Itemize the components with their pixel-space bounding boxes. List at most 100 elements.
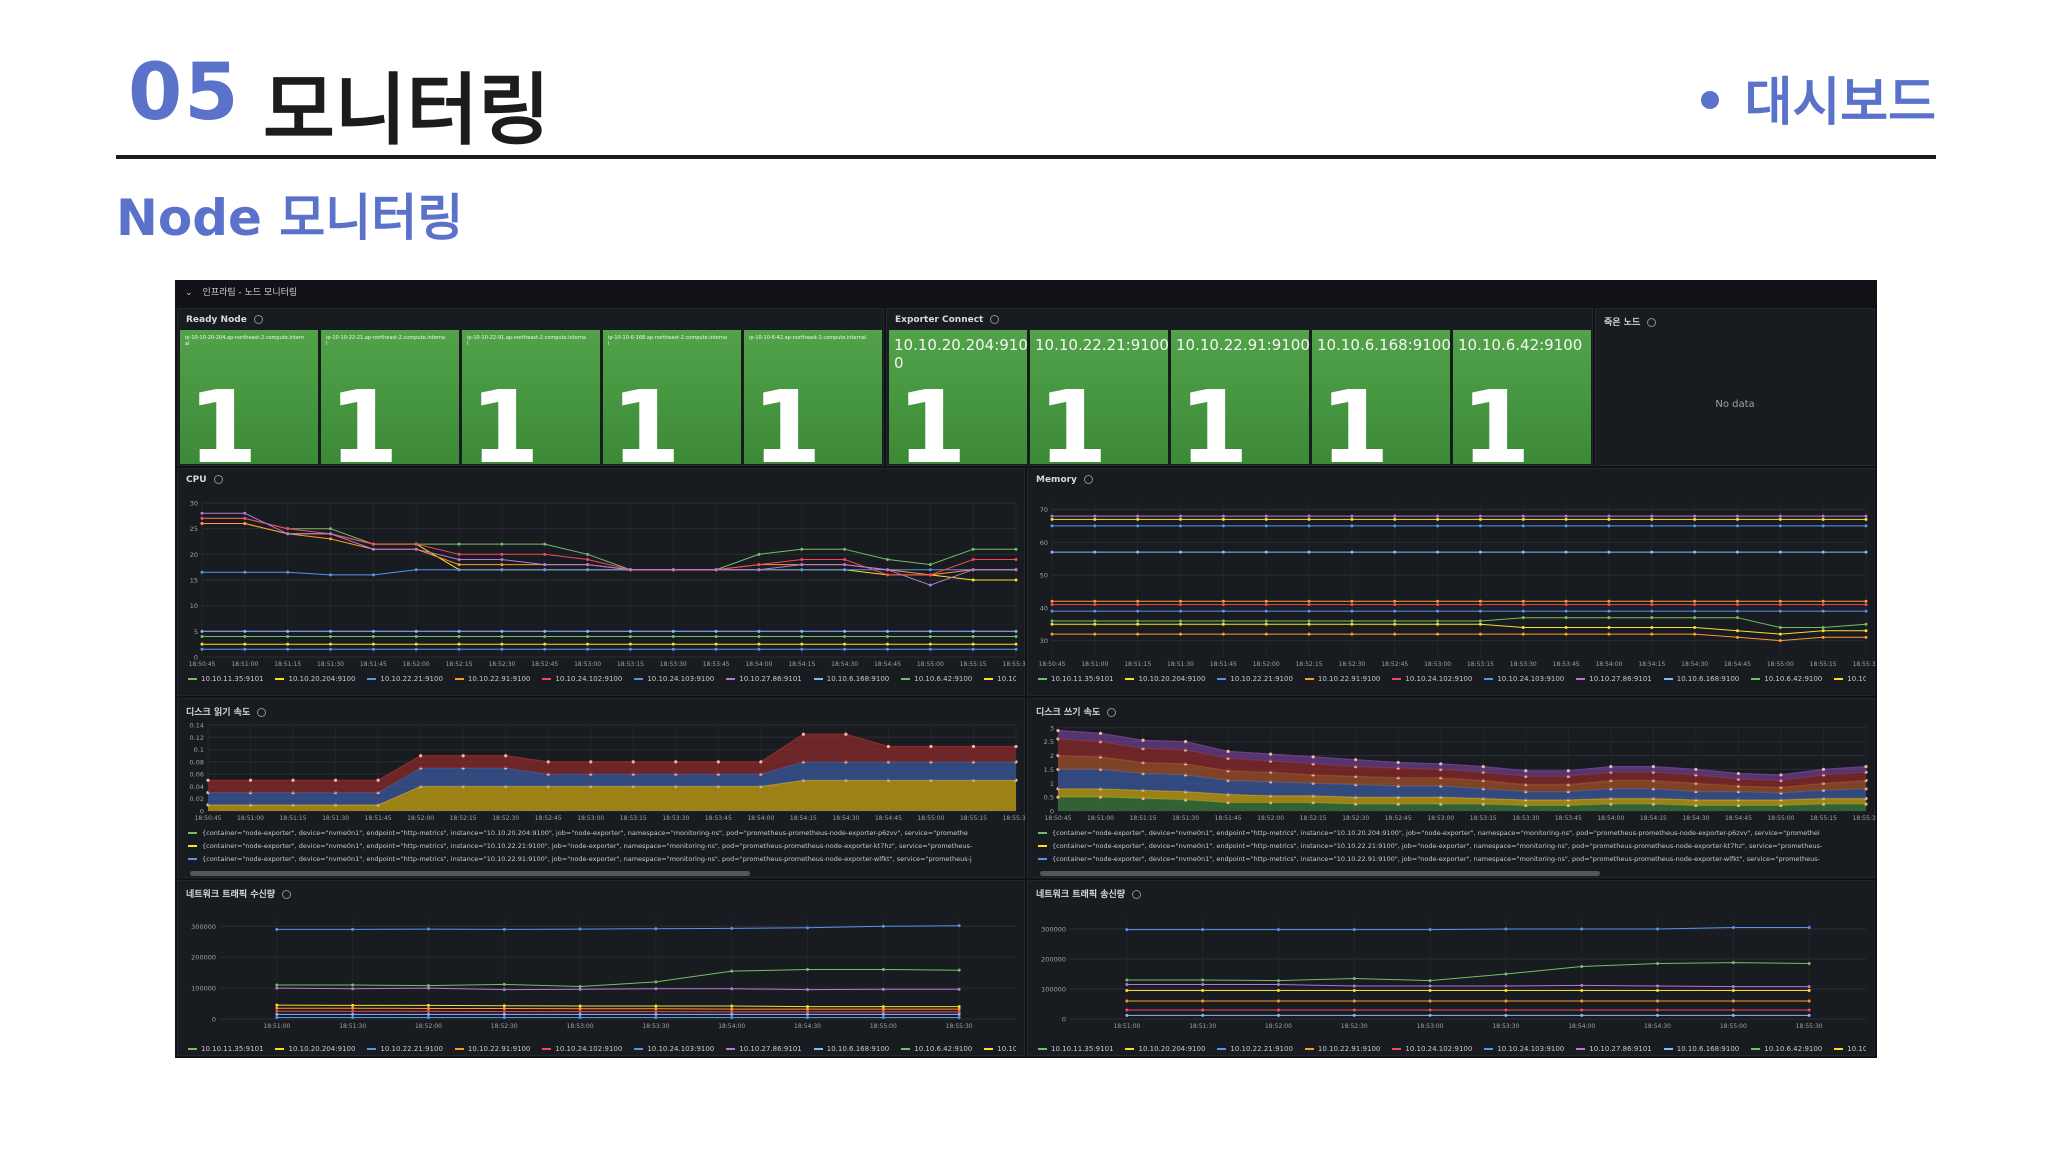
data-point (1607, 599, 1611, 603)
legend-item[interactable]: {container="node-exporter", device="nvme… (1038, 840, 1860, 853)
legend-item[interactable]: 10.10.11.35:9101 (1038, 1045, 1113, 1053)
legend-item[interactable]: 10.10.6.168:9100 (813, 675, 889, 683)
chart-legend[interactable]: 10.10.11.35:9101 10.10.20.204:9100 10.10.2… (1038, 675, 1866, 683)
legend-item[interactable]: 10.10.24.102:9100 (1392, 675, 1472, 683)
chart-legend[interactable]: 10.10.11.35:9101 10.10.20.204:9100 10.10.2… (188, 1045, 1016, 1053)
legend-item[interactable]: 10.10.6.42:9100 (1751, 1045, 1822, 1053)
data-point (1478, 622, 1482, 626)
legend-item[interactable]: {container="node-exporter", device="nvme… (188, 853, 1010, 866)
data-point (586, 557, 590, 561)
ready-node-tile[interactable]: ip-10-10-20-204.ap-northeast-2.compute.i… (180, 330, 318, 464)
legend-scrollbar[interactable] (1040, 871, 1600, 876)
exporter-tile[interactable]: 10.10.22.21:9100 1 (1030, 330, 1168, 464)
legend-item[interactable]: 10.10.8.101:9100 (1834, 675, 1866, 683)
legend-item[interactable]: 10.10.24.103:9100 (1484, 675, 1564, 683)
legend-item[interactable]: 10.10.6.42:9100 (1751, 675, 1822, 683)
legend-item[interactable]: 10.10.8.101:9100 (984, 1045, 1016, 1053)
data-point (578, 927, 582, 931)
net-tx-chart[interactable]: 0 100000 200000 300000 18:51:00 18:51:30 18:52… (1028, 881, 1876, 1057)
data-point (806, 926, 810, 930)
info-icon[interactable] (1132, 890, 1142, 899)
dashboard-row-header[interactable]: ⌄ 인프라팀 - 노드 모니터링 (175, 280, 1877, 306)
legend-scrollbar[interactable] (190, 871, 750, 876)
legend-item[interactable]: 10.10.11.35:9101 (188, 675, 263, 683)
legend-item[interactable]: 10.10.6.42:9100 (901, 675, 972, 683)
exporter-tile[interactable]: 10.10.22.91:9100 1 (1171, 330, 1309, 464)
chevron-down-icon[interactable]: ⌄ (185, 288, 193, 298)
data-point (1731, 989, 1735, 992)
legend-item[interactable]: 10.10.22.91:9100 (1304, 675, 1380, 683)
legend-item[interactable]: 10.10.24.103:9100 (634, 675, 714, 683)
chart-legend[interactable]: {container="node-exporter", device="nvme… (1038, 827, 1860, 866)
data-point (1607, 626, 1611, 630)
legend-item[interactable]: 10.10.20.204:9100 (1125, 675, 1205, 683)
legend-item[interactable]: 10.10.8.101:9100 (1834, 1045, 1866, 1053)
legend-item[interactable]: 10.10.20.204:9100 (1125, 1045, 1205, 1053)
data-point (1864, 514, 1868, 518)
legend-item[interactable]: 10.10.27.86:9101 (1576, 1045, 1652, 1053)
legend-item[interactable]: 10.10.27.86:9101 (726, 675, 802, 683)
ready-node-tile[interactable]: ip-10-10-6-42.ap-northeast-2.compute.int… (744, 330, 882, 464)
legend-item[interactable]: 10.10.6.168:9100 (1663, 1045, 1739, 1053)
info-icon[interactable] (213, 475, 223, 484)
info-icon[interactable] (990, 315, 1000, 324)
legend-item[interactable]: 10.10.22.91:9100 (454, 1045, 530, 1053)
data-point (928, 642, 932, 646)
info-icon[interactable] (253, 315, 263, 324)
ready-node-tile[interactable]: ip-10-10-22-21.ap-northeast-2.compute.in… (321, 330, 459, 464)
info-icon[interactable] (1083, 475, 1093, 484)
data-point (1864, 550, 1868, 554)
legend-item[interactable]: 10.10.11.35:9101 (1038, 675, 1113, 683)
x-tick-label: 18:51:45 (1215, 815, 1242, 822)
legend-item[interactable]: 10.10.22.91:9100 (454, 675, 530, 683)
cpu-chart[interactable]: 0 5 10 15 20 25 30 18:50:45 18:51:00 18:51:15 18:5… (178, 469, 1026, 697)
legend-item[interactable]: 10.10.22.21:9100 (367, 675, 443, 683)
info-icon[interactable] (1647, 318, 1657, 327)
legend-item[interactable]: 10.10.8.101:9100 (984, 675, 1016, 683)
disk-read-chart[interactable]: 0 0.02 0.04 0.06 0.08 0.1 0.12 0.14 18:50:45 18:5… (178, 699, 1026, 879)
legend-item[interactable]: 10.10.27.86:9101 (726, 1045, 802, 1053)
legend-item[interactable]: 10.10.24.103:9100 (634, 1045, 714, 1053)
data-point (1136, 619, 1140, 623)
legend-item[interactable]: 10.10.24.102:9100 (1392, 1045, 1472, 1053)
data-point (371, 542, 375, 546)
chart-legend[interactable]: {container="node-exporter", device="nvme… (188, 827, 1010, 866)
chart-legend[interactable]: 10.10.11.35:9101 10.10.20.204:9100 10.10.2… (188, 675, 1016, 683)
legend-label: 10.10.11.35:9101 (201, 1045, 264, 1053)
legend-item[interactable]: 10.10.20.204:9100 (275, 675, 355, 683)
exporter-tile[interactable]: 10.10.6.42:9100 1 (1453, 330, 1591, 464)
info-icon[interactable] (282, 890, 292, 899)
legend-item[interactable]: {container="node-exporter", device="nvme… (1038, 853, 1860, 866)
legend-item[interactable]: 10.10.22.91:9100 (1304, 1045, 1380, 1053)
legend-item[interactable]: 10.10.22.21:9100 (1217, 675, 1293, 683)
net-rx-chart[interactable]: 0 100000 200000 300000 18:51:00 18:51:30 18:52… (178, 881, 1026, 1057)
legend-item[interactable]: 10.10.22.21:9100 (367, 1045, 443, 1053)
ready-node-tile[interactable]: ip-10-10-22-91.ap-northeast-2.compute.in… (462, 330, 600, 464)
legend-item[interactable]: 10.10.11.35:9101 (188, 1045, 263, 1053)
legend-item[interactable]: 10.10.20.204:9100 (275, 1045, 355, 1053)
disk-write-chart[interactable]: 0 0.5 1 1.5 2 2.5 3 18:50:45 18:51:00 18:51:15 18:… (1028, 699, 1876, 879)
legend-item[interactable]: 10.10.22.21:9100 (1217, 1045, 1293, 1053)
memory-chart[interactable]: 30 40 50 60 70 18:50:45 18:51:00 18:51:15 18:51:… (1028, 469, 1876, 697)
legend-label: 10.10.6.42:9100 (1764, 1045, 1823, 1053)
legend-item[interactable]: {container="node-exporter", device="nvme… (1038, 827, 1860, 840)
legend-item[interactable]: 10.10.6.168:9100 (813, 1045, 889, 1053)
legend-item[interactable]: 10.10.24.103:9100 (1484, 1045, 1564, 1053)
legend-item[interactable]: {container="node-exporter", device="nvme… (188, 840, 1010, 853)
info-icon[interactable] (1107, 708, 1117, 717)
legend-item[interactable]: 10.10.24.102:9100 (542, 675, 622, 683)
data-point (1807, 985, 1811, 989)
legend-item[interactable]: 10.10.24.102:9100 (542, 1045, 622, 1053)
data-point (351, 1012, 355, 1016)
data-point (1014, 557, 1018, 561)
legend-item[interactable]: 10.10.6.168:9100 (1663, 675, 1739, 683)
legend-item[interactable]: {container="node-exporter", device="nvme… (188, 827, 1010, 840)
exporter-tile[interactable]: 10.10.20.204:9100 1 (889, 330, 1027, 464)
ready-node-tile[interactable]: ip-10-10-6-168.ap-northeast-2.compute.in… (603, 330, 741, 464)
exporter-tile[interactable]: 10.10.6.168:9100 1 (1312, 330, 1450, 464)
legend-item[interactable]: 10.10.6.42:9100 (901, 1045, 972, 1053)
legend-item[interactable]: 10.10.27.86:9101 (1576, 675, 1652, 683)
chart-legend[interactable]: 10.10.11.35:9101 10.10.20.204:9100 10.10.2… (1038, 1045, 1866, 1053)
info-icon[interactable] (257, 708, 267, 717)
x-tick-label: 18:51:45 (365, 815, 392, 822)
